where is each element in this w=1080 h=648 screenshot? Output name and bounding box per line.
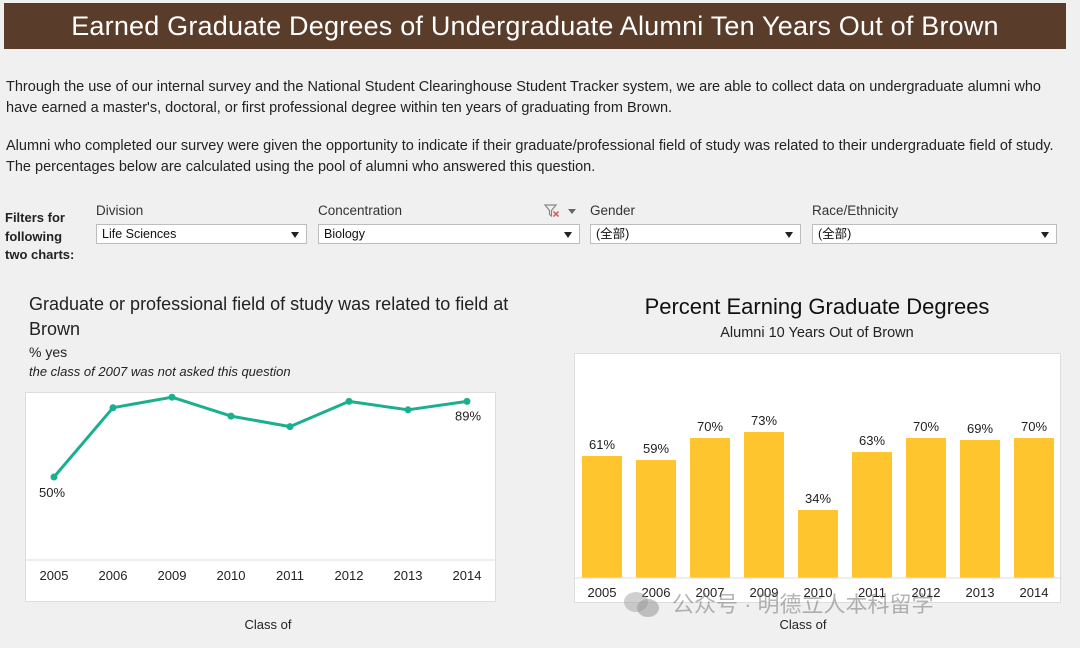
line-point-2013: [404, 406, 412, 414]
line-series: [52, 395, 468, 478]
dashboard-title: Earned Graduate Degrees of Undergraduate…: [4, 3, 1066, 49]
bar-tick-2011: 2011: [858, 585, 886, 600]
line-label-first: 50%: [39, 485, 65, 500]
gender-filter: Gender (全部): [590, 202, 801, 244]
chevron-down-icon: [291, 232, 299, 238]
bar-2013: [960, 440, 1000, 578]
division-filter: Division Life Sciences: [96, 202, 307, 244]
bar-label-2011: 63%: [859, 433, 885, 448]
race-select-value: (全部): [818, 227, 852, 241]
concentration-filter: Concentration Biology: [318, 202, 580, 244]
bar-tick-2012: 2012: [912, 585, 941, 600]
bar-tick-2013: 2013: [966, 585, 995, 600]
bar-2014: [1014, 438, 1054, 578]
bar-2007: [690, 438, 730, 578]
chevron-down-icon: [564, 232, 572, 238]
bar-label-2014: 70%: [1021, 419, 1047, 434]
race-filter-label: Race/Ethnicity: [812, 203, 899, 218]
bar-label-2006: 59%: [643, 441, 669, 456]
bar-tick-2010: 2010: [804, 585, 833, 600]
bar-chart: 61% 2005 59% 2006 70% 2007 73% 2009 34% 2010 63% 20…: [574, 353, 1062, 603]
division-select-value: Life Sciences: [102, 227, 177, 241]
bar-2012: [906, 438, 946, 578]
bar-label-2007: 70%: [697, 419, 723, 434]
division-select[interactable]: Life Sciences: [96, 224, 307, 244]
bar-2005: [582, 456, 622, 578]
bar-tick-2005: 2005: [588, 585, 617, 600]
filters-label: Filters for following two charts:: [5, 210, 75, 262]
line-tick-2006: 2006: [99, 568, 128, 583]
chevron-down-icon: [1041, 232, 1049, 238]
bar-chart-plot: 61% 2005 59% 2006 70% 2007 73% 2009 34% 2010 63% 20…: [575, 413, 1062, 600]
line-point-2010: [227, 412, 235, 420]
line-point-2012: [345, 397, 353, 405]
intro-paragraph-2: Alumni who completed our survey were giv…: [6, 138, 1054, 175]
bar-label-2009: 73%: [751, 413, 777, 428]
bar-label-2012: 70%: [913, 419, 939, 434]
bar-label-2005: 61%: [589, 437, 615, 452]
line-chart: 50% 89% 2005 2006 2009 2010 2011 2012 2013 2014: [25, 392, 497, 602]
bar-tick-2006: 2006: [642, 585, 671, 600]
line-point-2014: [463, 397, 471, 405]
wechat-icon: [624, 592, 659, 617]
bar-tick-2009: 2009: [750, 585, 779, 600]
race-filter: Race/Ethnicity (全部): [812, 202, 1057, 244]
bar-2006: [636, 460, 676, 578]
bar-chart-subtitle: Alumni 10 Years Out of Brown: [720, 325, 914, 341]
intro-paragraph-1: Through the use of our internal survey a…: [6, 79, 1041, 116]
gender-select-value: (全部): [596, 227, 630, 241]
filter-clear-icon[interactable]: [544, 204, 560, 218]
bar-chart-x-axis-label: Class of: [779, 617, 827, 632]
line-chart-x-axis-label: Class of: [244, 617, 292, 632]
concentration-select[interactable]: Biology: [318, 224, 580, 244]
line-tick-2011: 2011: [276, 568, 304, 583]
line-chart-subtitle: % yes: [29, 344, 68, 360]
line-tick-2013: 2013: [394, 568, 423, 583]
line-point-2005: [50, 473, 58, 481]
line-tick-2010: 2010: [217, 568, 246, 583]
race-select[interactable]: (全部): [812, 224, 1057, 244]
gender-filter-label: Gender: [590, 203, 636, 218]
line-tick-2014: 2014: [453, 568, 482, 583]
line-chart-title: Graduate or professional field of study …: [29, 294, 509, 339]
line-point-2006: [109, 404, 117, 412]
watermark-text: 公众号 · 明德立人本科留学: [672, 592, 934, 617]
concentration-filter-label: Concentration: [318, 203, 403, 218]
line-label-last: 89%: [455, 408, 481, 423]
gender-select[interactable]: (全部): [590, 224, 801, 244]
division-filter-label: Division: [96, 203, 144, 218]
line-point-2011: [286, 423, 294, 431]
bar-label-2010: 34%: [805, 491, 831, 506]
line-chart-plot: 50% 89% 2005 2006 2009 2010 2011 2012 2013 2014: [26, 393, 497, 583]
filter-menu-icon[interactable]: [568, 209, 576, 214]
line-tick-2012: 2012: [335, 568, 364, 583]
chevron-down-icon: [785, 232, 793, 238]
bar-chart-title: Percent Earning Graduate Degrees: [644, 294, 990, 319]
line-tick-2009: 2009: [158, 568, 187, 583]
bar-2010: [798, 510, 838, 578]
bar-2009: [744, 432, 784, 578]
bar-tick-2014: 2014: [1020, 585, 1049, 600]
bar-2011: [852, 452, 892, 578]
bar-label-2013: 69%: [967, 421, 993, 436]
bar-tick-2007: 2007: [696, 585, 725, 600]
line-tick-2005: 2005: [40, 568, 69, 583]
line-chart-note: the class of 2007 was not asked this que…: [29, 364, 291, 379]
line-point-2009: [168, 393, 176, 401]
concentration-select-value: Biology: [324, 227, 365, 241]
watermark: 公众号 · 明德立人本科留学: [622, 585, 1062, 625]
